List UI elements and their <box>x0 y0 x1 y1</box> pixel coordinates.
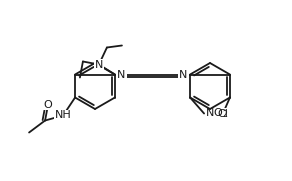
Text: NO$_2$: NO$_2$ <box>205 107 228 120</box>
Text: O: O <box>44 100 53 110</box>
Text: N: N <box>179 70 188 79</box>
Text: NH: NH <box>55 110 72 121</box>
Text: N: N <box>95 60 103 70</box>
Text: Cl: Cl <box>218 108 228 119</box>
Text: N: N <box>117 70 126 79</box>
